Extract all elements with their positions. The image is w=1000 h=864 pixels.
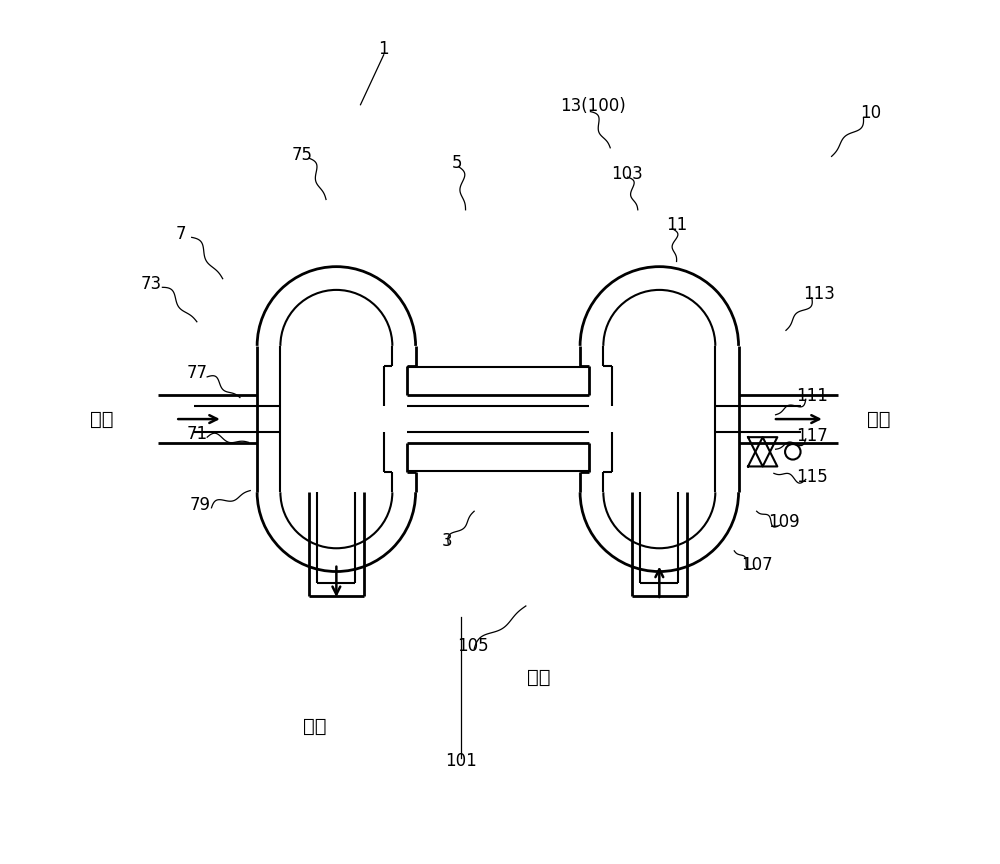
- Text: 排气: 排气: [867, 410, 891, 429]
- Text: 13(100): 13(100): [560, 98, 626, 116]
- Text: 113: 113: [803, 285, 835, 303]
- Text: 进气: 进气: [90, 410, 114, 429]
- Text: 105: 105: [457, 637, 488, 655]
- Text: 1: 1: [378, 40, 389, 58]
- Text: 5: 5: [452, 155, 462, 172]
- Text: 117: 117: [796, 428, 828, 445]
- Text: 107: 107: [741, 556, 772, 575]
- Text: 排气: 排气: [527, 668, 551, 687]
- Text: 75: 75: [291, 146, 312, 163]
- Text: 11: 11: [666, 216, 687, 234]
- Text: 7: 7: [176, 225, 187, 243]
- Text: 3: 3: [441, 532, 452, 550]
- Text: 71: 71: [186, 425, 207, 442]
- Text: 109: 109: [768, 513, 800, 531]
- Text: 111: 111: [796, 387, 828, 405]
- Text: 73: 73: [141, 275, 162, 293]
- Text: 10: 10: [860, 105, 881, 123]
- Text: 101: 101: [445, 752, 477, 770]
- Text: 115: 115: [796, 467, 828, 486]
- Text: 103: 103: [612, 165, 643, 182]
- Text: 进气: 进气: [303, 717, 327, 736]
- Text: 77: 77: [186, 365, 207, 383]
- Text: 79: 79: [190, 496, 211, 514]
